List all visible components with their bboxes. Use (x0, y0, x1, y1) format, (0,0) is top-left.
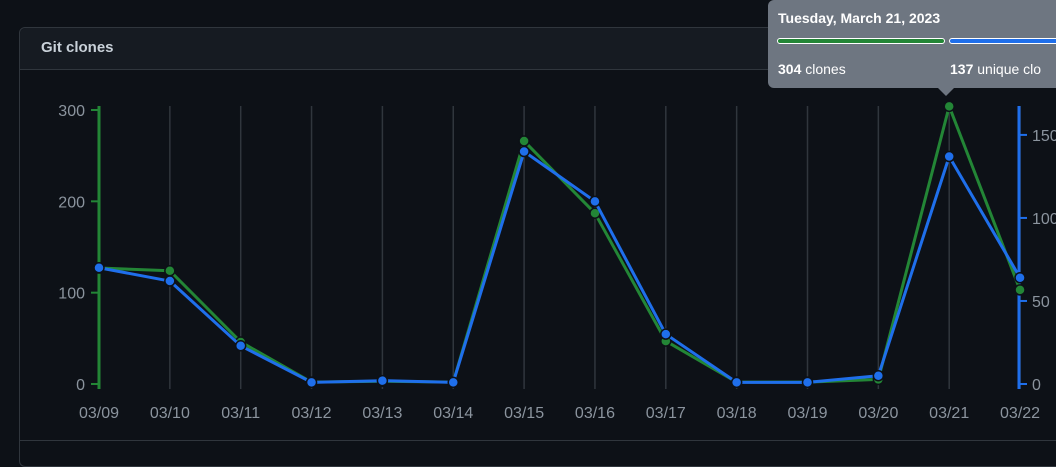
point-unique-clones-03-20 (872, 369, 885, 382)
point-unique-clones-03-16 (589, 195, 601, 208)
panel-title: Git clones (41, 39, 114, 56)
x-tick-label-03-11: 03/11 (221, 405, 260, 422)
tooltip-unique-stat: 137 unique clo (950, 61, 1041, 77)
y-right-tick-label-150: 150 (1032, 128, 1056, 145)
x-tick-label-03-10: 03/10 (150, 405, 190, 422)
point-clones-03-15 (518, 135, 530, 147)
tooltip-arrow (938, 88, 954, 96)
tooltip-clones-bar (777, 38, 945, 44)
tooltip-date: Tuesday, March 21, 2023 (778, 10, 941, 26)
point-unique-clones-03-17 (660, 328, 672, 340)
panel-divider (20, 440, 1056, 441)
tooltip-clones-value: 304 (778, 61, 802, 77)
point-unique-clones-03-21 (943, 150, 955, 163)
series-line-unique-clones (98, 150, 1022, 384)
y-left-tick-label-100: 100 (58, 286, 85, 303)
point-unique-clones-03-15 (518, 145, 530, 158)
y-right-tick-label-0: 0 (1032, 377, 1041, 394)
x-tick-label-03-12: 03/12 (292, 405, 332, 422)
git-clones-chart[interactable]: 0 100 200 300 0 50 100 150 03/09 03/10 03/11 03/12 0… (0, 0, 1056, 448)
point-clones-03-21 (943, 100, 955, 113)
y-right-tick-label-100: 100 (1032, 211, 1056, 228)
x-tick-label-03-19: 03/19 (787, 405, 827, 422)
tooltip-unique-value: 137 (950, 61, 974, 77)
point-unique-clones-03-12 (305, 376, 318, 389)
x-tick-label-03-16: 03/16 (575, 405, 615, 422)
x-tick-label-03-09: 03/09 (79, 405, 119, 422)
point-unique-clones-03-11 (234, 340, 247, 352)
y-left-tick-label-0: 0 (76, 377, 85, 394)
point-unique-clones-03-10 (164, 275, 176, 287)
x-tick-label-03-22: 03/22 (1000, 405, 1040, 422)
y-right-tick-label-50: 50 (1032, 294, 1050, 311)
tooltip-unique-label: unique clo (977, 61, 1042, 77)
y-left-tick-label-200: 200 (58, 194, 85, 211)
point-clones-03-10 (164, 264, 176, 277)
point-unique-clones-03-14 (447, 376, 459, 389)
x-tick-label-03-14: 03/14 (433, 405, 473, 422)
chart-tooltip: Tuesday, March 21, 2023 304 clones 137 u… (768, 0, 1056, 88)
point-unique-clones-03-22 (1014, 271, 1026, 284)
tooltip-clones-label: clones (805, 61, 846, 77)
x-tick-label-03-20: 03/20 (858, 405, 898, 422)
point-unique-clones-03-13 (376, 374, 389, 387)
point-unique-clones-03-09 (93, 262, 105, 274)
git-clones-panel: Git clones (19, 27, 1056, 467)
x-tick-label-03-17: 03/17 (646, 405, 686, 422)
point-unique-clones-03-18 (730, 376, 743, 389)
x-tick-label-03-13: 03/13 (362, 405, 402, 422)
x-tick-label-03-15: 03/15 (504, 405, 544, 422)
tooltip-unique-bar (949, 38, 1056, 44)
y-left-tick-label-300: 300 (58, 103, 85, 120)
point-clones-03-22 (1014, 284, 1026, 296)
x-tick-label-03-21: 03/21 (929, 405, 969, 422)
point-unique-clones-03-19 (801, 376, 814, 389)
x-tick-label-03-18: 03/18 (717, 405, 757, 422)
tooltip-clones-stat: 304 clones (778, 61, 846, 77)
